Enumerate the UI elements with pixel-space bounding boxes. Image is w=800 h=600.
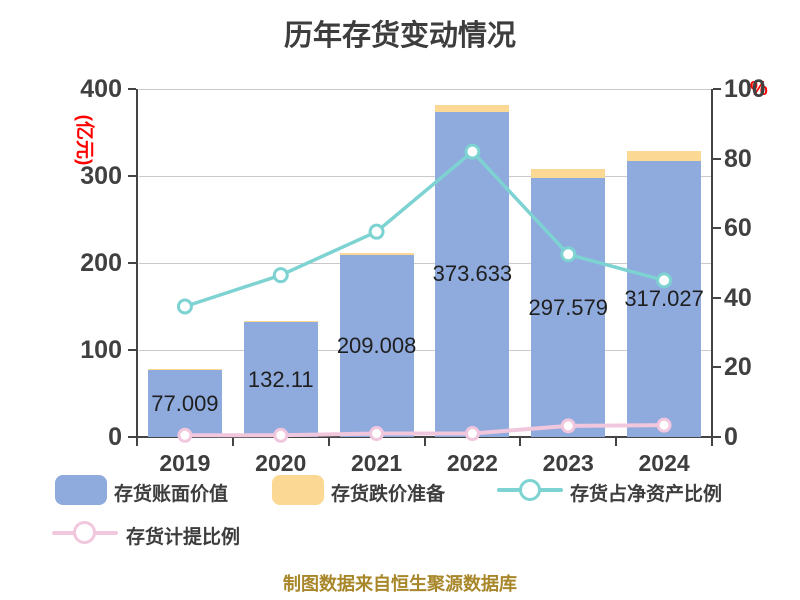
net-asset-ratio-marker	[368, 223, 385, 240]
bar-provision-cap	[435, 104, 510, 112]
bar-provision-cap	[243, 320, 318, 323]
left-axis-tick	[128, 436, 136, 438]
right-axis-tick-label: 20	[724, 353, 752, 382]
bar-provision-cap	[339, 253, 414, 256]
right-axis-tick	[713, 296, 721, 299]
left-axis-tick	[128, 349, 136, 351]
right-axis-tick-label: 60	[724, 214, 752, 243]
bar-value-label: 373.633	[432, 261, 513, 287]
gridline	[139, 89, 712, 90]
x-axis-tick	[327, 438, 330, 446]
bar-provision-cap	[147, 368, 222, 371]
left-axis-tick	[128, 88, 136, 90]
net-asset-ratio-marker	[272, 267, 289, 284]
x-axis-tick	[423, 438, 426, 446]
bar-value-label: 132.11	[247, 366, 314, 392]
left-axis-unit-label: (亿元)	[73, 114, 95, 166]
left-axis-tick-label: 0	[108, 423, 122, 451]
net-asset-ratio-marker	[176, 298, 193, 315]
right-axis-tick-label: 40	[724, 283, 752, 312]
legend-marker-provision-ratio-icon	[73, 521, 96, 544]
right-axis-line	[711, 89, 713, 438]
legend-label-net-asset-ratio: 存货占净资产比例	[570, 484, 723, 505]
right-axis-tick	[713, 366, 721, 369]
left-axis-tick	[128, 262, 136, 264]
x-axis-category-label: 2021	[350, 450, 403, 476]
data-source-note: 制图数据来自恒生聚源数据库	[283, 574, 517, 594]
left-axis-tick-label: 100	[80, 336, 122, 364]
left-axis-tick-label: 200	[80, 249, 122, 277]
x-axis-category-label: 2024	[638, 450, 690, 476]
legend-label-provision: 存货跌价准备	[331, 484, 446, 505]
x-axis-category-label: 2020	[255, 450, 307, 476]
gridline	[139, 350, 712, 351]
bar-value-label: 77.009	[151, 390, 219, 416]
left-axis-tick-label: 300	[80, 162, 122, 190]
right-axis-tick-label: 100	[724, 75, 766, 103]
right-axis-tick	[713, 436, 721, 438]
left-axis-tick	[128, 175, 136, 177]
bar-value-label: 317.027	[624, 286, 704, 312]
gridline	[139, 176, 712, 177]
legend-swatch-book-value	[55, 475, 107, 505]
legend-label-book-value: 存货账面价值	[114, 484, 229, 505]
legend-label-provision-ratio: 存货计提比例	[126, 527, 241, 548]
chart-title: 历年存货变动情况	[283, 20, 516, 52]
left-axis-line	[136, 89, 138, 438]
right-axis-tick	[713, 88, 721, 90]
right-axis-tick-label: 0	[724, 423, 738, 451]
x-axis-tick	[711, 438, 713, 446]
right-axis-tick	[713, 157, 721, 160]
x-axis-tick	[615, 438, 618, 446]
legend-swatch-provision	[272, 475, 324, 505]
x-axis-tick	[231, 438, 234, 446]
x-axis-category-label: 2022	[446, 450, 498, 476]
x-axis-tick	[519, 438, 522, 446]
bar-provision-cap	[531, 169, 606, 179]
x-axis-category-label: 2023	[542, 450, 594, 476]
right-axis-tick	[713, 227, 721, 230]
bar-provision-cap	[627, 151, 702, 162]
bar-book-value	[243, 322, 318, 437]
left-axis-tick-label: 400	[80, 75, 122, 103]
legend-marker-net-asset-ratio-icon	[519, 479, 541, 501]
bar-value-label: 209.008	[336, 333, 417, 359]
right-axis-unit-label: %	[750, 78, 768, 100]
right-axis-tick-label: 80	[724, 144, 752, 173]
x-axis-tick	[136, 438, 138, 446]
x-axis-category-label: 2019	[159, 450, 211, 476]
